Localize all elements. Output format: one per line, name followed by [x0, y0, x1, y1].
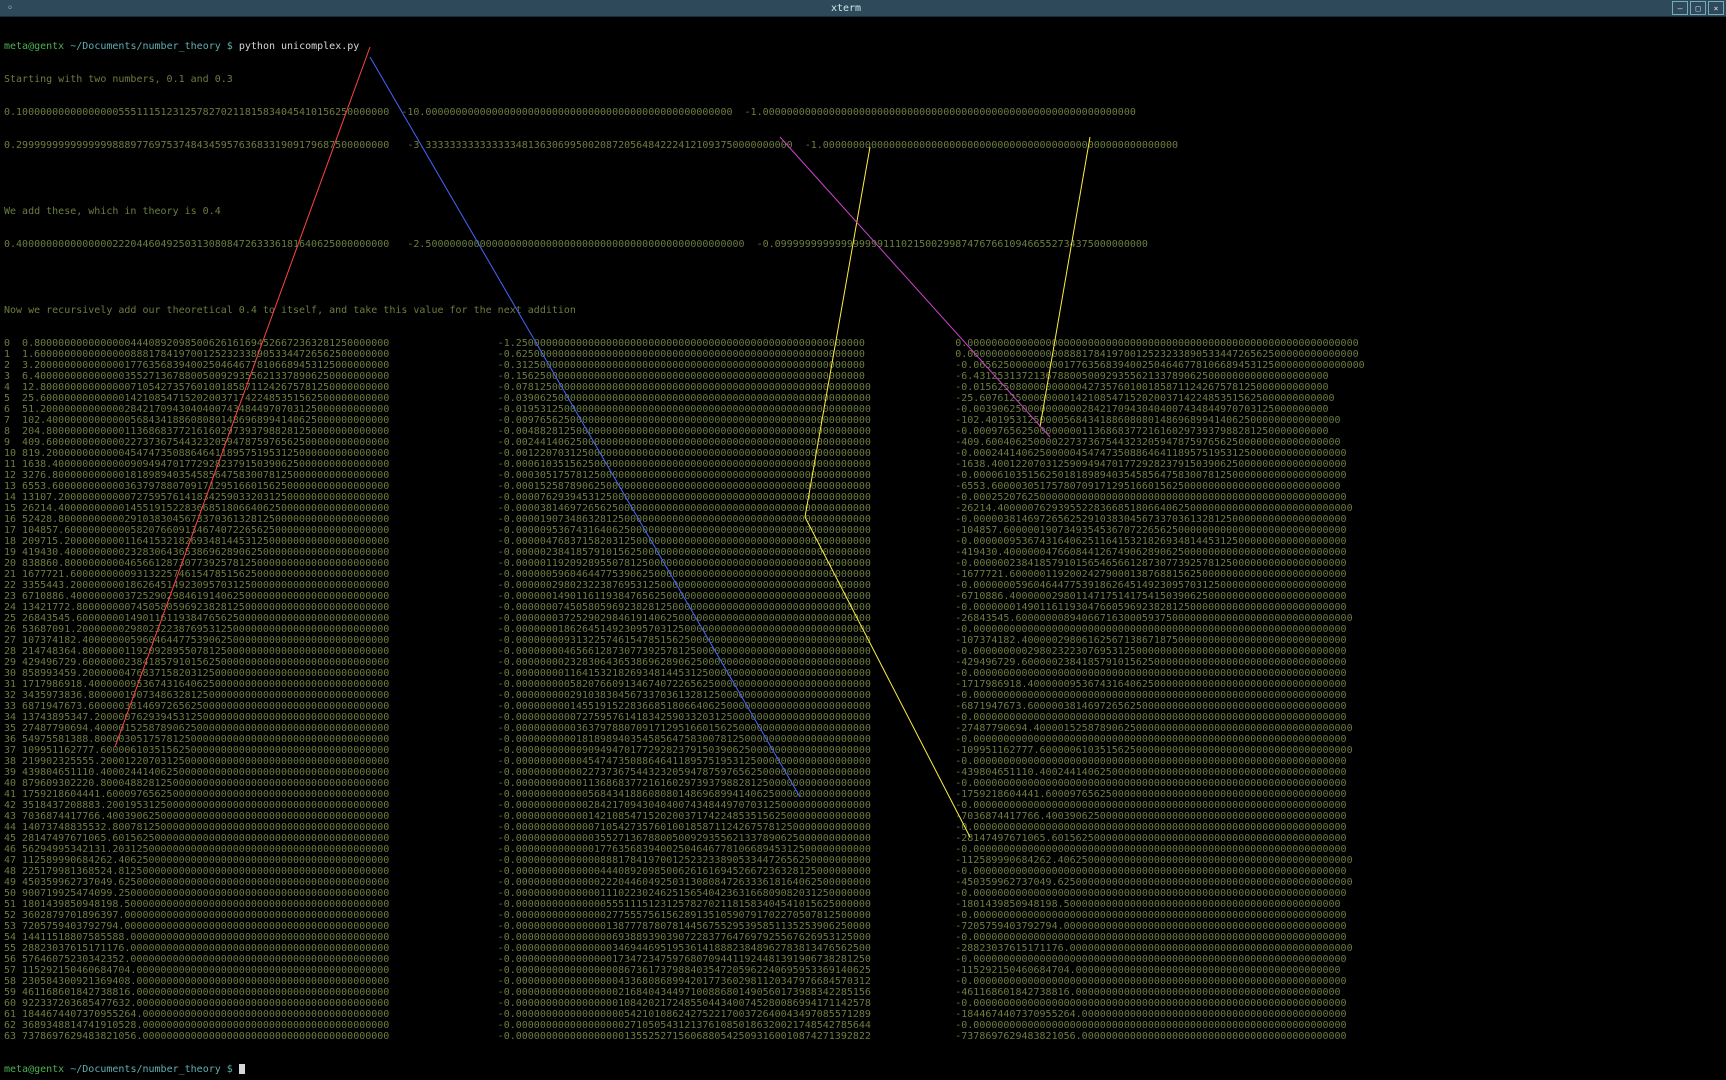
output-row: 35 27487790694.4000015258789062500000000…	[4, 723, 1722, 734]
output-row: 59 461168601842738816.000000000000000000…	[4, 987, 1722, 998]
output-row: 53 7205759403792794.00000000000000000000…	[4, 921, 1722, 932]
prompt-symbol: $	[227, 41, 233, 52]
output-row: 34 13743895347.2000007629394531250000000…	[4, 712, 1722, 723]
prompt-path: ~/Documents/number_theory	[70, 41, 221, 52]
output-row: 28 214748364.800000011920928955078125000…	[4, 646, 1722, 657]
output-row: 16 52428.8000000000029103830456733703613…	[4, 514, 1722, 525]
output-row: 60 922337203685477632.000000000000000000…	[4, 998, 1722, 1009]
output-row: 13 6553.60000000000036379788070917129516…	[4, 481, 1722, 492]
output-row: 20 838860.800000000046566128730773925781…	[4, 558, 1722, 569]
output-rows: 0 0.800000000000000044408920985006261616…	[4, 338, 1722, 1042]
output-row: 43 7036874417766.40039062500000000000000…	[4, 811, 1722, 822]
output-row: 12 3276.80000000000018189894035458564758…	[4, 470, 1722, 481]
output-row: 2 3.200000000000000177635683940025046467…	[4, 360, 1722, 371]
output-row: 3 6.400000000000000355271367880050092935…	[4, 371, 1722, 382]
prompt-path: ~/Documents/number_theory	[70, 1064, 221, 1075]
prompt-line: meta@gentx ~/Documents/number_theory $	[4, 1064, 1722, 1075]
output-row: 46 56294995342131.2031250000000000000000…	[4, 844, 1722, 855]
output-line: We add these, which in theory is 0.4	[4, 206, 1722, 217]
output-blank	[4, 272, 1722, 283]
output-row: 30 858993459.200000047683715820312500000…	[4, 668, 1722, 679]
output-row: 51 1801439850948198.50000000000000000000…	[4, 899, 1722, 910]
output-row: 15 26214.4000000000014551915228366851806…	[4, 503, 1722, 514]
output-row: 24 13421772.8000000007450580596923828125…	[4, 602, 1722, 613]
output-row: 17 104857.600000000005820766091346740722…	[4, 525, 1722, 536]
output-row: 32 3435973836.80000019073486328125000000…	[4, 690, 1722, 701]
minimize-button[interactable]: –	[1672, 1, 1688, 15]
output-row: 37 109951162777.600006103515625000000000…	[4, 745, 1722, 756]
output-row: 27 107374182.400000005960464477539062500…	[4, 635, 1722, 646]
output-row: 11 1638.40000000000009094947017729282379…	[4, 459, 1722, 470]
output-row: 58 230584300921369408.000000000000000000…	[4, 976, 1722, 987]
output-row: 40 879609302220.800048828125000000000000…	[4, 778, 1722, 789]
output-row: 63 7378697629483821056.00000000000000000…	[4, 1031, 1722, 1042]
output-row: 39 439804651110.400024414062500000000000…	[4, 767, 1722, 778]
output-row: 44 14073748835532.8007812500000000000000…	[4, 822, 1722, 833]
output-row: 61 1844674407370955264.00000000000000000…	[4, 1009, 1722, 1020]
output-row: 42 3518437208883.20019531250000000000000…	[4, 800, 1722, 811]
output-row: 29 429496729.600000023841857910156250000…	[4, 657, 1722, 668]
window: ◦ xterm – □ × meta@gentx ~/Documents/num…	[0, 0, 1726, 1080]
output-row: 56 57646075230342352.0000000000000000000…	[4, 954, 1722, 965]
window-title: xterm	[20, 3, 1672, 14]
close-button[interactable]: ×	[1708, 1, 1724, 15]
output-row: 23 6710886.40000000037252902984619140625…	[4, 591, 1722, 602]
output-row: 62 3689348814741910528.00000000000000000…	[4, 1020, 1722, 1031]
output-row: 6 51.20000000000000284217094304040074348…	[4, 404, 1722, 415]
output-line: Now we recursively add our theoretical 0…	[4, 305, 1722, 316]
output-row: 48 225179981368524.812500000000000000000…	[4, 866, 1722, 877]
output-row: 52 3602879701896397.00000000000000000000…	[4, 910, 1722, 921]
output-row: 33 6871947673.60000038146972656250000000…	[4, 701, 1722, 712]
output-row: 22 3355443.20000000018626451492309570312…	[4, 580, 1722, 591]
output-row: 8 204.8000000000000113686837721616029739…	[4, 426, 1722, 437]
output-row: 9 409.6000000000000227373675443232059478…	[4, 437, 1722, 448]
output-line: 0.29999999999999998889776975374843459576…	[4, 140, 1722, 151]
output-row: 4 12.80000000000000071054273576010018587…	[4, 382, 1722, 393]
output-row: 5 25.60000000000000142108547152020037174…	[4, 393, 1722, 404]
window-menu-icon[interactable]: ◦	[0, 3, 20, 14]
output-line: 0.40000000000000002220446049250313080847…	[4, 239, 1722, 250]
output-row: 10 819.200000000000045474735088646411895…	[4, 448, 1722, 459]
output-blank	[4, 173, 1722, 184]
titlebar[interactable]: ◦ xterm – □ ×	[0, 0, 1726, 17]
prompt-user: meta@gentx	[4, 1064, 64, 1075]
output-row: 21 1677721.60000000009313225746154785156…	[4, 569, 1722, 580]
prompt-user: meta@gentx	[4, 41, 64, 52]
output-row: 54 14411518807585588.0000000000000000000…	[4, 932, 1722, 943]
prompt-symbol: $	[227, 1064, 233, 1075]
maximize-button[interactable]: □	[1690, 1, 1706, 15]
output-row: 50 900719925474099.250000000000000000000…	[4, 888, 1722, 899]
terminal[interactable]: meta@gentx ~/Documents/number_theory $ p…	[0, 17, 1726, 1080]
output-line: Starting with two numbers, 0.1 and 0.3	[4, 74, 1722, 85]
output-row: 36 54975581388.8000030517578125000000000…	[4, 734, 1722, 745]
output-row: 49 450359962737049.625000000000000000000…	[4, 877, 1722, 888]
output-row: 38 219902325555.200012207031250000000000…	[4, 756, 1722, 767]
output-row: 18 209715.200000000011641532182693481445…	[4, 536, 1722, 547]
output-row: 47 112589990684262.406250000000000000000…	[4, 855, 1722, 866]
output-row: 55 28823037615171176.0000000000000000000…	[4, 943, 1722, 954]
output-row: 26 53687091.2000000029802322387695312500…	[4, 624, 1722, 635]
cursor	[239, 1064, 245, 1074]
output-row: 45 28147497671065.6015625000000000000000…	[4, 833, 1722, 844]
output-row: 1 1.600000000000000088817841970012523233…	[4, 349, 1722, 360]
prompt-command: python unicomplex.py	[239, 41, 359, 52]
output-row: 19 419430.400000000023283064365386962890…	[4, 547, 1722, 558]
output-row: 25 26843545.6000000014901161193847656250…	[4, 613, 1722, 624]
output-row: 7 102.4000000000000056843418860808014869…	[4, 415, 1722, 426]
output-line: 0.10000000000000000555111512312578270211…	[4, 107, 1722, 118]
output-row: 31 1717986918.40000009536743164062500000…	[4, 679, 1722, 690]
output-row: 41 1759218604441.60009765625000000000000…	[4, 789, 1722, 800]
output-row: 14 13107.2000000000007275957614183425903…	[4, 492, 1722, 503]
output-row: 0 0.800000000000000044408920985006261616…	[4, 338, 1722, 349]
prompt-line: meta@gentx ~/Documents/number_theory $ p…	[4, 41, 1722, 52]
output-row: 57 115292150460684704.000000000000000000…	[4, 965, 1722, 976]
